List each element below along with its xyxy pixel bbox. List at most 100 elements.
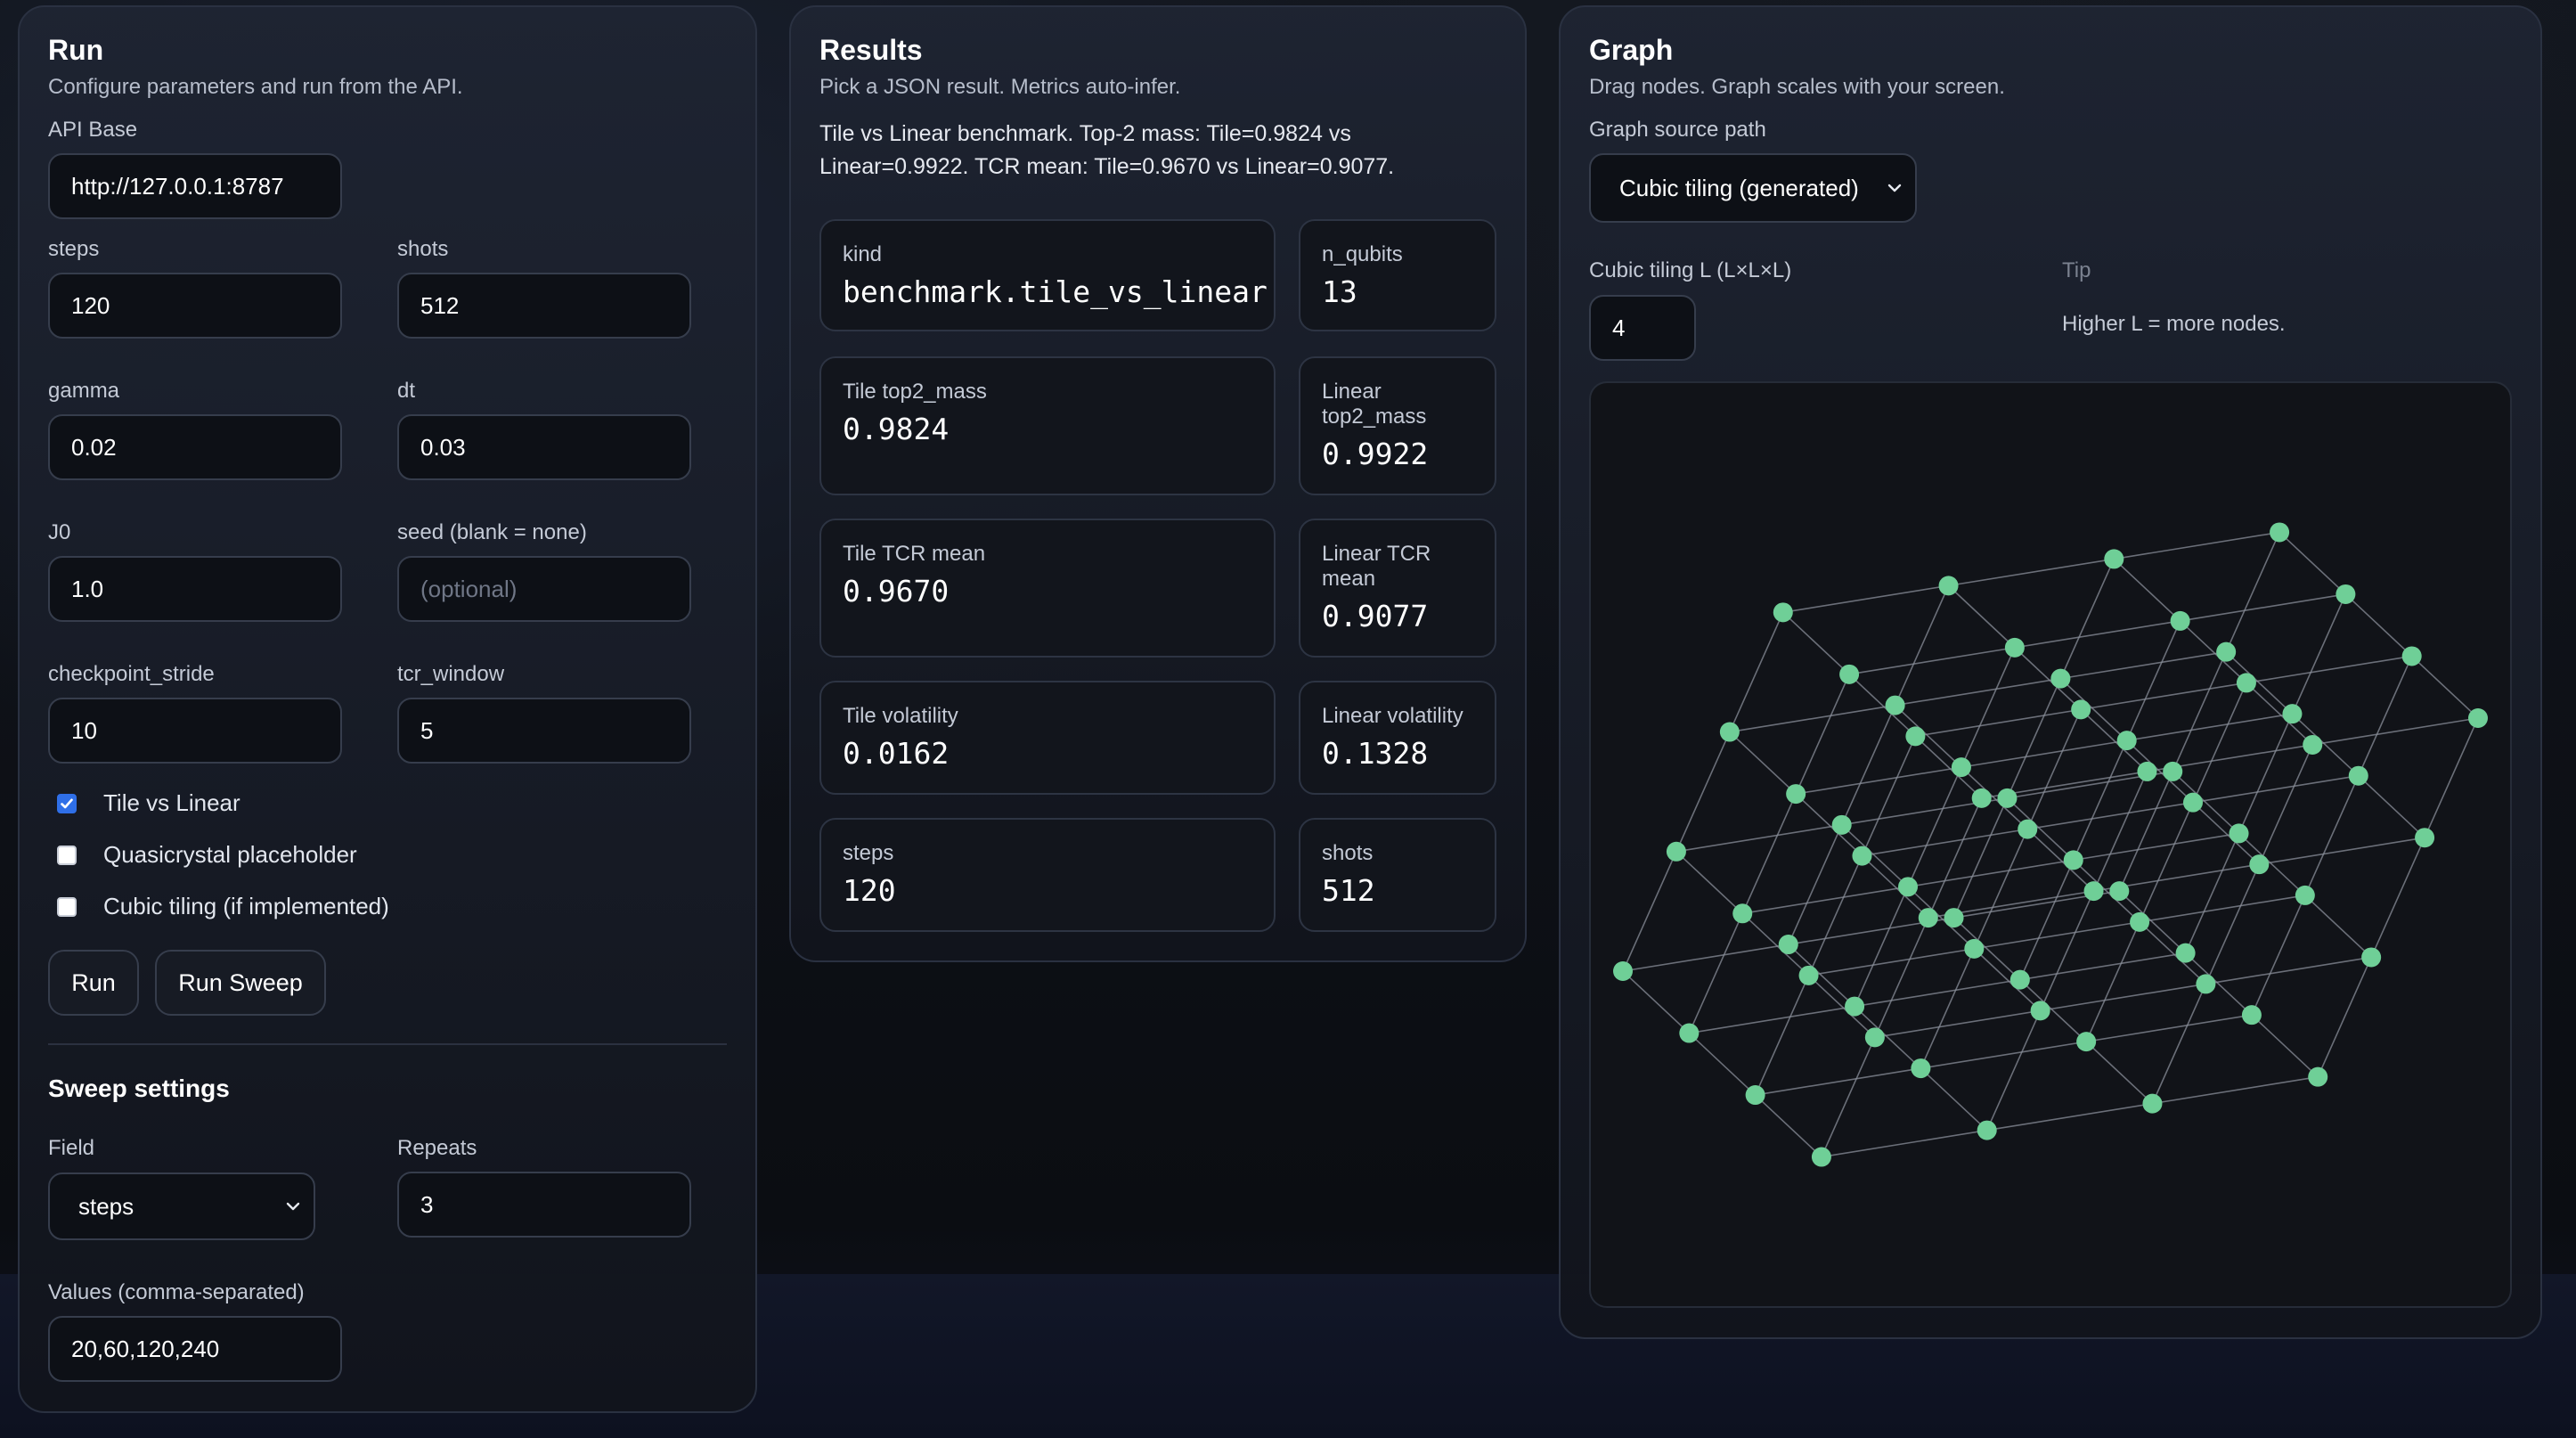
check-tile-vs-linear[interactable]: Tile vs Linear <box>57 789 240 817</box>
check-cubic-tiling[interactable]: Cubic tiling (if implemented) <box>57 893 389 920</box>
graph-node[interactable] <box>2415 828 2435 848</box>
check-quasicrystal[interactable]: Quasicrystal placeholder <box>57 841 357 869</box>
graph-edge <box>1874 917 1929 1038</box>
graph-node[interactable] <box>2236 673 2256 693</box>
graph-node[interactable] <box>2030 1001 2050 1021</box>
checkbox-checked-icon[interactable] <box>57 793 77 813</box>
graph-node[interactable] <box>1745 1085 1765 1106</box>
graph-node[interactable] <box>2116 731 2137 751</box>
graph-node[interactable] <box>2336 584 2356 604</box>
graph-node[interactable] <box>2142 1093 2163 1114</box>
graph-node[interactable] <box>2196 974 2216 994</box>
graph-node[interactable] <box>2361 947 2382 968</box>
graph-node[interactable] <box>1831 814 1852 835</box>
graph-node[interactable] <box>2229 823 2249 844</box>
graph-node[interactable] <box>2109 881 2130 902</box>
graph-edge <box>1788 824 1843 945</box>
graph-node[interactable] <box>2137 761 2157 781</box>
graph-edge <box>2370 837 2425 958</box>
graph-node[interactable] <box>1852 846 1872 866</box>
metric-card-kind: kind benchmark.tile_vs_linear <box>819 219 1276 331</box>
graph-node[interactable] <box>2303 734 2323 755</box>
graph-node[interactable] <box>2249 854 2270 875</box>
cubic-l-input[interactable] <box>1589 295 1696 361</box>
metric-value: 0.9670 <box>843 574 950 609</box>
graph-node[interactable] <box>1811 1147 1831 1167</box>
graph-node[interactable] <box>2170 610 2190 631</box>
graph-node[interactable] <box>1773 602 1793 623</box>
graph-node[interactable] <box>2004 637 2025 658</box>
graph-node[interactable] <box>2083 881 2104 902</box>
graph-node[interactable] <box>1839 664 1860 684</box>
graph-node[interactable] <box>2270 522 2290 543</box>
graph-node[interactable] <box>2050 668 2071 689</box>
graph-node[interactable] <box>2071 699 2091 720</box>
steps-input[interactable] <box>48 273 342 339</box>
graph-node[interactable] <box>2130 911 2150 932</box>
graph-node[interactable] <box>1885 695 1905 715</box>
checkbox-unchecked-icon[interactable] <box>57 896 77 917</box>
graph-edge <box>2192 774 2359 804</box>
graph-node[interactable] <box>1666 841 1686 862</box>
graph-node[interactable] <box>1864 1027 1885 1048</box>
graph-node[interactable] <box>1778 935 1798 955</box>
graph-node[interactable] <box>2163 761 2183 781</box>
shots-input[interactable] <box>397 273 691 339</box>
graph-node[interactable] <box>2175 943 2196 963</box>
seed-input[interactable] <box>397 556 691 622</box>
graph-node[interactable] <box>1786 784 1806 805</box>
graph-canvas[interactable] <box>1589 381 2512 1308</box>
graph-edge <box>1874 1009 2041 1039</box>
graph-node[interactable] <box>2104 549 2124 569</box>
checkbox-unchecked-icon[interactable] <box>57 845 77 865</box>
cubic-tiling-graph[interactable] <box>1591 383 2510 1306</box>
api-base-input[interactable] <box>48 153 342 219</box>
graph-node[interactable] <box>2216 641 2237 662</box>
graph-node[interactable] <box>2348 765 2368 786</box>
graph-node[interactable] <box>1845 996 1865 1017</box>
run-sweep-button[interactable]: Run Sweep <box>155 950 326 1016</box>
sweep-repeats-input[interactable] <box>397 1172 691 1238</box>
graph-edge <box>2139 895 2305 923</box>
graph-node[interactable] <box>1971 788 1992 808</box>
j0-input[interactable] <box>48 556 342 622</box>
graph-node[interactable] <box>1918 908 1938 928</box>
graph-node[interactable] <box>2018 819 2038 839</box>
tcr-window-label: tcr_window <box>397 662 505 686</box>
graph-node[interactable] <box>1911 1058 1931 1079</box>
graph-node[interactable] <box>2282 704 2303 724</box>
graph-edge <box>1961 739 2127 768</box>
graph-node[interactable] <box>2401 646 2422 666</box>
graph-nodes[interactable] <box>1613 522 2488 1167</box>
graph-node[interactable] <box>2241 1005 2262 1025</box>
graph-node[interactable] <box>2295 885 2315 905</box>
graph-node[interactable] <box>1732 903 1753 924</box>
sweep-values-input[interactable] <box>48 1316 342 1382</box>
graph-node[interactable] <box>2308 1066 2328 1087</box>
graph-node[interactable] <box>1905 726 1926 747</box>
checkpoint-stride-input[interactable] <box>48 698 342 764</box>
graph-node[interactable] <box>1938 576 1959 596</box>
graph-node[interactable] <box>2183 792 2203 813</box>
graph-node[interactable] <box>1944 908 1964 928</box>
sweep-field-select[interactable]: steps <box>48 1172 315 1240</box>
graph-node[interactable] <box>1997 788 2018 808</box>
graph-node[interactable] <box>1719 722 1740 742</box>
graph-node[interactable] <box>1964 938 1985 959</box>
run-button[interactable]: Run <box>48 950 139 1016</box>
tcr-window-input[interactable] <box>397 698 691 764</box>
graph-node[interactable] <box>1798 965 1819 985</box>
graph-node[interactable] <box>1898 877 1918 897</box>
dt-input[interactable] <box>397 414 691 480</box>
graph-node[interactable] <box>2076 1032 2097 1052</box>
graph-node[interactable] <box>2468 707 2488 728</box>
graph-edge <box>2019 952 2186 981</box>
graph-node[interactable] <box>2009 969 2030 990</box>
graph-node[interactable] <box>2063 850 2083 870</box>
graph-node[interactable] <box>1951 757 1971 778</box>
gamma-input[interactable] <box>48 414 342 480</box>
graph-node[interactable] <box>1679 1023 1700 1043</box>
graph-source-select[interactable]: Cubic tiling (generated) <box>1589 153 1917 223</box>
graph-node[interactable] <box>1977 1120 1997 1140</box>
graph-node[interactable] <box>1613 961 1633 982</box>
